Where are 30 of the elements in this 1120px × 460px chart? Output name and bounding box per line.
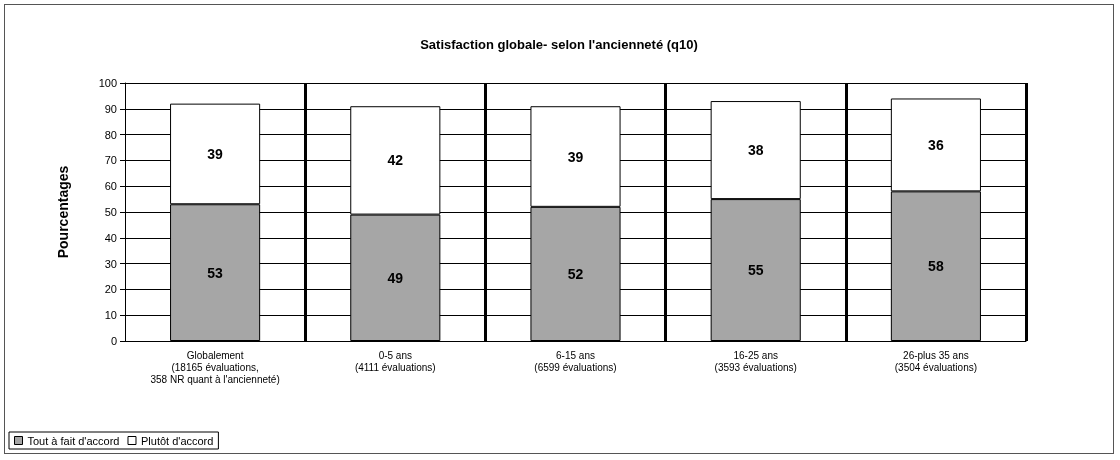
data-label: 53 xyxy=(207,264,224,281)
y-tick-label: 0 xyxy=(110,335,117,347)
data-label: 58 xyxy=(928,258,944,275)
data-label: 55 xyxy=(747,262,764,279)
data-label: 52 xyxy=(567,265,584,282)
y-tick-label: 20 xyxy=(104,283,117,296)
x-tick-label: Globalement (18165 évaluations, 358 NR quant à l'ancienneté) xyxy=(150,349,280,385)
x-tick-label: 6-15 ans (6599 évaluations) xyxy=(534,349,617,373)
y-tick-label: 80 xyxy=(104,128,117,141)
y-axis-title: Pourcentages xyxy=(55,165,71,259)
y-tick-label: 70 xyxy=(104,154,117,167)
data-label: 39 xyxy=(207,145,224,162)
y-tick-label: 50 xyxy=(104,206,117,218)
x-tick-label: 0-5 ans (4111 évaluations) xyxy=(354,349,436,373)
data-label: 38 xyxy=(747,142,764,159)
chart-title: Satisfaction globale- selon l'ancienneté (q10) xyxy=(420,37,698,52)
data-label: 42 xyxy=(387,152,404,169)
data-label: 49 xyxy=(387,269,404,286)
x-tick-label: 26-plus 35 ans (3504 évaluations) xyxy=(894,349,978,373)
data-label: 39 xyxy=(567,148,584,165)
legend-label: Tout à fait d'accord xyxy=(27,434,120,447)
y-tick-label: 100 xyxy=(98,77,117,89)
x-tick-label: 16-25 ans (3593 évaluations) xyxy=(714,349,797,373)
legend-label: Plutôt d'accord xyxy=(140,434,214,447)
data-label: 36 xyxy=(928,136,944,153)
y-tick-label: 40 xyxy=(104,231,117,244)
y-tick-label: 90 xyxy=(104,102,117,115)
y-tick-label: 30 xyxy=(104,257,117,270)
y-tick-label: 10 xyxy=(104,309,117,322)
y-tick-label: 60 xyxy=(104,180,117,193)
